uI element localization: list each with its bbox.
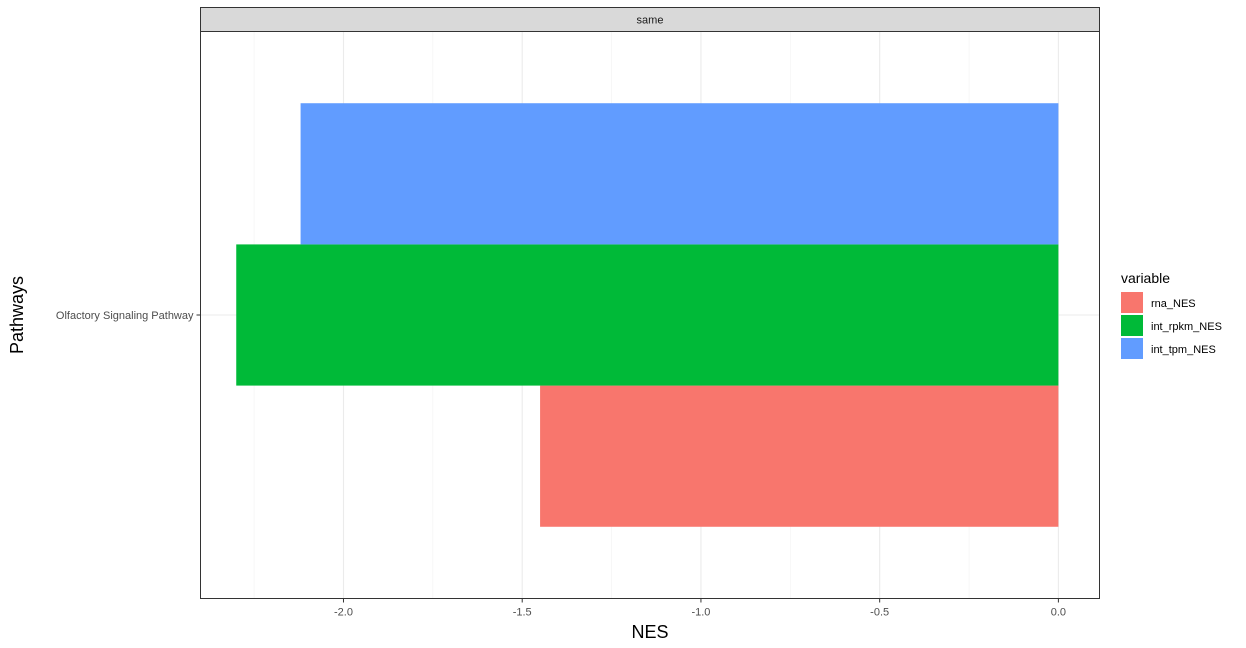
facet-strip-label: same xyxy=(637,15,664,27)
x-tick-label: 0.0 xyxy=(1051,607,1066,619)
legend-label: rna_NES xyxy=(1151,298,1196,310)
x-tick-label: -1.0 xyxy=(691,607,710,619)
legend-key-int_rpkm_NES xyxy=(1121,315,1143,336)
x-tick-label: -1.5 xyxy=(513,607,532,619)
facet-strip xyxy=(200,7,1100,32)
legend-title: variable xyxy=(1121,270,1170,286)
x-tick-label: -0.5 xyxy=(870,607,889,619)
y-axis-title: Pathways xyxy=(7,276,27,354)
y-axis: Olfactory Signaling Pathway xyxy=(56,310,201,322)
legend: variable rna_NES int_rpkm_NES int_tpm_NES xyxy=(1121,270,1222,359)
y-tick-label: Olfactory Signaling Pathway xyxy=(56,310,194,322)
x-axis-title: NES xyxy=(631,622,668,642)
bar-rna_NES xyxy=(540,385,1059,527)
legend-key-rna_NES xyxy=(1121,292,1143,313)
legend-key-int_tpm_NES xyxy=(1121,338,1143,359)
bars xyxy=(236,103,1059,527)
bar-int_tpm_NES xyxy=(300,103,1059,245)
x-tick-label: -2.0 xyxy=(334,607,353,619)
legend-label: int_tpm_NES xyxy=(1151,344,1216,356)
legend-label: int_rpkm_NES xyxy=(1151,321,1222,333)
bar-int_rpkm_NES xyxy=(236,244,1059,386)
x-axis: -2.0 -1.5 -1.0 -0.5 0.0 xyxy=(334,598,1066,619)
